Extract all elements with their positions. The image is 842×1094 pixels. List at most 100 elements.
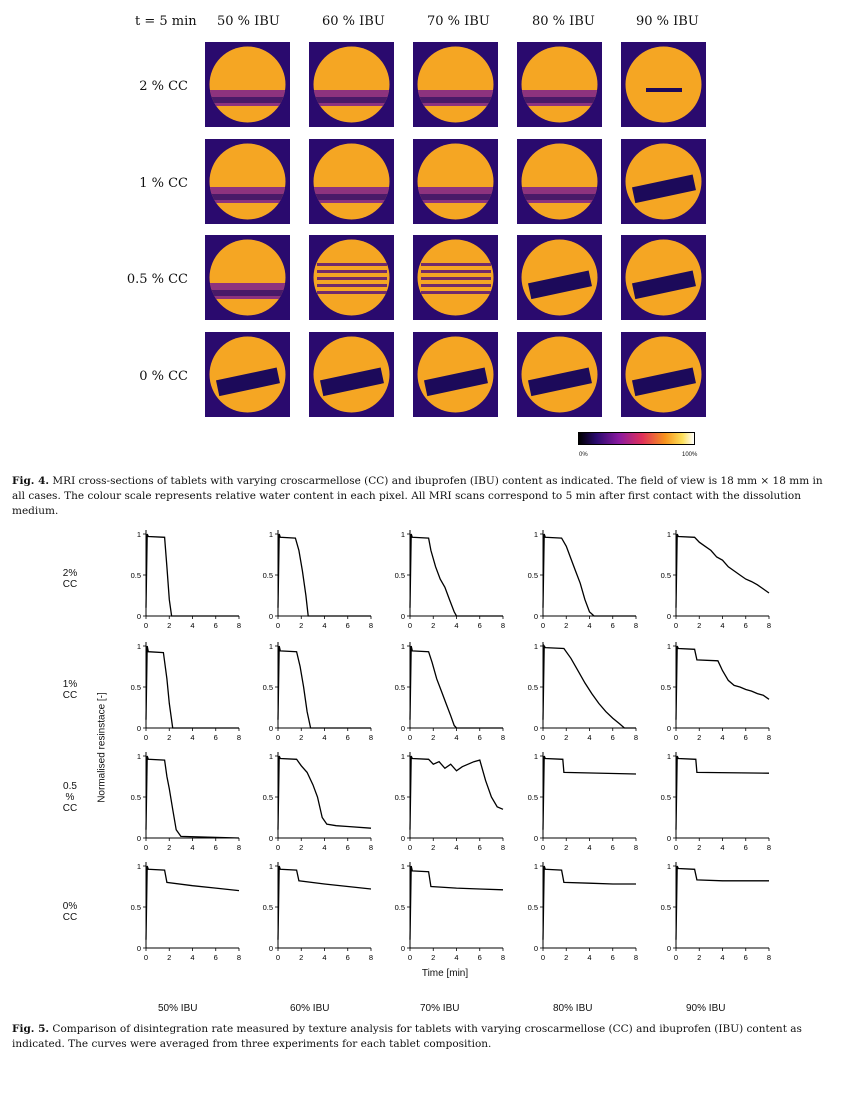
y-tick-label: 1 xyxy=(137,862,141,871)
x-tick-label: 4 xyxy=(720,733,724,742)
fig5-col-label: 90% IBU xyxy=(686,1003,726,1014)
x-tick-label: 8 xyxy=(237,733,241,742)
y-tick-label: 1 xyxy=(269,530,273,539)
x-tick-label: 8 xyxy=(501,621,505,630)
mri-scan-image xyxy=(205,42,290,127)
x-tick-label: 4 xyxy=(720,953,724,962)
x-tick-label: 0 xyxy=(541,621,545,630)
x-tick-label: 8 xyxy=(767,953,771,962)
x-tick-label: 8 xyxy=(369,953,373,962)
x-tick-label: 8 xyxy=(237,621,241,630)
fig5-caption: Fig. 5. Comparison of disintegration rat… xyxy=(12,1022,830,1052)
x-tick-label: 0 xyxy=(144,621,148,630)
x-tick-label: 2 xyxy=(431,733,435,742)
disintegration-panel: 0 0.5 1 0 2 4 6 8 xyxy=(661,642,771,742)
x-tick-label: 8 xyxy=(501,733,505,742)
fig5-xlabel: Time [min] xyxy=(421,968,469,979)
x-tick-label: 0 xyxy=(276,953,280,962)
fig5-plot-grid: 0 0.5 1 0 2 4 6 8 0 0.5 1 0 2 4 6 8 0 0.5 1 0 2 4 6 8 0 0.5 1 0 2 4 6 8… xyxy=(131,530,771,962)
x-tick-label: 0 xyxy=(674,843,678,852)
y-tick-label: 0 xyxy=(137,724,141,733)
y-tick-label: 1 xyxy=(667,530,671,539)
resistance-curve xyxy=(675,755,770,830)
x-tick-label: 4 xyxy=(720,843,724,852)
resistance-curve xyxy=(542,533,636,617)
disintegration-panel: 0 0.5 1 0 2 4 6 8 xyxy=(395,530,505,630)
resistance-curve xyxy=(145,755,240,839)
x-tick-label: 0 xyxy=(144,733,148,742)
x-tick-label: 6 xyxy=(744,733,748,742)
x-tick-label: 4 xyxy=(587,621,591,630)
fig4-time-label: t = 5 min xyxy=(135,14,197,29)
y-tick-label: 0.5 xyxy=(528,793,538,802)
disintegration-panel: 0 0.5 1 0 2 4 6 8 xyxy=(131,642,241,742)
fig5-caption-text: Comparison of disintegration rate measur… xyxy=(12,1023,802,1050)
y-tick-label: 0.5 xyxy=(131,793,141,802)
x-tick-label: 0 xyxy=(674,621,678,630)
x-tick-label: 4 xyxy=(587,733,591,742)
x-tick-label: 6 xyxy=(214,953,218,962)
x-tick-label: 2 xyxy=(564,621,568,630)
colour-scale-max: 100% xyxy=(682,452,698,458)
y-tick-label: 0 xyxy=(401,724,405,733)
resistance-curve xyxy=(277,865,372,940)
x-tick-label: 6 xyxy=(214,843,218,852)
resistance-curve xyxy=(277,755,372,830)
x-tick-label: 4 xyxy=(190,621,194,630)
resistance-curve xyxy=(145,865,240,940)
fig5-row-label: 1% CC xyxy=(62,679,78,701)
fig4-caption-text: MRI cross-sections of tablets with varyi… xyxy=(12,475,823,517)
mri-scan-image xyxy=(517,235,602,320)
fig4-col-label: 60 % IBU xyxy=(322,14,385,29)
y-tick-label: 0 xyxy=(137,944,141,953)
mri-scan-image xyxy=(309,139,394,224)
colour-scale-min: 0% xyxy=(579,452,588,458)
x-tick-label: 0 xyxy=(276,843,280,852)
y-tick-label: 0.5 xyxy=(263,571,273,580)
x-tick-label: 0 xyxy=(541,953,545,962)
y-tick-label: 0.5 xyxy=(263,903,273,912)
resistance-curve xyxy=(542,643,636,729)
y-tick-label: 0 xyxy=(269,724,273,733)
resistance-curve xyxy=(145,645,239,729)
x-tick-label: 2 xyxy=(697,733,701,742)
x-tick-label: 4 xyxy=(720,621,724,630)
x-tick-label: 4 xyxy=(587,953,591,962)
y-tick-label: 1 xyxy=(137,752,141,761)
mri-scan-image xyxy=(517,332,602,417)
x-tick-label: 0 xyxy=(408,843,412,852)
x-tick-label: 0 xyxy=(408,733,412,742)
disintegration-panel: 0 0.5 1 0 2 4 6 8 xyxy=(395,642,505,742)
y-tick-label: 0 xyxy=(137,834,141,843)
disintegration-panel: 0 0.5 1 0 2 4 6 8 xyxy=(395,752,505,852)
resistance-curve xyxy=(675,865,769,940)
mri-scan-image xyxy=(205,332,290,417)
x-tick-label: 8 xyxy=(501,953,505,962)
mri-scan-image xyxy=(413,42,498,127)
x-tick-label: 6 xyxy=(346,621,350,630)
y-tick-label: 1 xyxy=(269,752,273,761)
x-tick-label: 4 xyxy=(190,733,194,742)
y-tick-label: 0 xyxy=(667,834,671,843)
y-tick-label: 0.5 xyxy=(528,903,538,912)
fig4-col-label: 50 % IBU xyxy=(217,14,280,29)
fig4-row-label: 0.5 % CC xyxy=(126,272,188,287)
x-tick-label: 6 xyxy=(611,621,615,630)
y-tick-label: 1 xyxy=(534,530,538,539)
resistance-curve xyxy=(409,645,503,729)
y-tick-label: 0 xyxy=(534,834,538,843)
y-tick-label: 1 xyxy=(269,862,273,871)
mri-scan-image xyxy=(309,235,394,320)
y-tick-label: 1 xyxy=(401,642,405,651)
fig5-caption-label: Fig. 5. xyxy=(12,1023,50,1035)
x-tick-label: 6 xyxy=(346,843,350,852)
y-tick-label: 1 xyxy=(269,642,273,651)
mri-scan-image xyxy=(621,235,706,320)
x-tick-label: 4 xyxy=(322,953,326,962)
x-tick-label: 0 xyxy=(408,621,412,630)
disintegration-panel: 0 0.5 1 0 2 4 6 8 xyxy=(263,642,373,742)
x-tick-label: 6 xyxy=(214,733,218,742)
y-tick-label: 1 xyxy=(667,752,671,761)
y-tick-label: 1 xyxy=(401,862,405,871)
y-tick-label: 0.5 xyxy=(263,793,273,802)
